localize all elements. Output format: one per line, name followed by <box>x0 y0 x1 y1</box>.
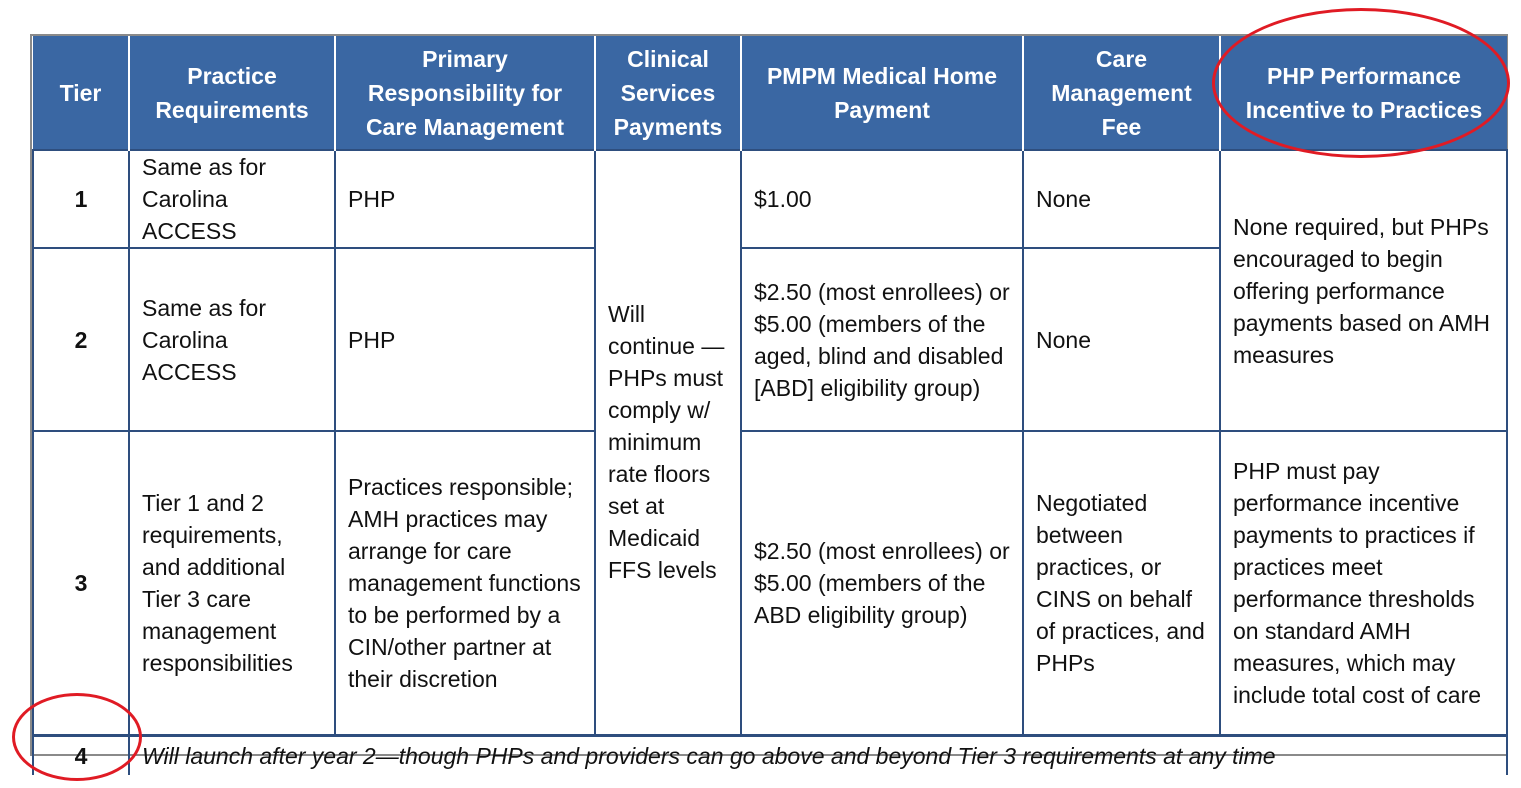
header-pmpm-payment: PMPM Medical Home Payment <box>740 36 1024 150</box>
tier-cell: 2 <box>32 247 130 432</box>
header-care-management-fee: Care Management Fee <box>1022 36 1221 150</box>
tier-table: Tier Practice Requirements Primary Respo… <box>32 36 1508 775</box>
pmpm-cell: $2.50 (most enrollees) or $5.00 (members… <box>740 430 1024 736</box>
responsibility-cell: PHP <box>334 149 596 249</box>
tier-cell: 1 <box>32 149 130 249</box>
table-row-tier-4: 4 Will launch after year 2—though PHPs a… <box>32 733 1508 775</box>
cm-fee-cell: Negotiated between practices, or CINS on… <box>1022 430 1221 736</box>
pmpm-cell: $1.00 <box>740 149 1024 249</box>
header-practice-requirements: Practice Requirements <box>128 36 336 150</box>
highlight-oval-incentive-header <box>1212 8 1510 158</box>
responsibility-cell: Practices responsible; AMH practices may… <box>334 430 596 736</box>
cm-fee-cell: None <box>1022 149 1221 249</box>
cm-fee-cell: None <box>1022 247 1221 432</box>
highlight-oval-tier-4 <box>12 693 142 781</box>
clinical-services-cell: Will continue —PHPs must comply w/ minim… <box>594 149 742 736</box>
header-primary-responsibility: Primary Responsibility for Care Manageme… <box>334 36 596 150</box>
practice-requirements-cell: Same as for Carolina ACCESS <box>128 149 336 249</box>
tier-cell: 3 <box>32 430 130 736</box>
incentive-cell-tiers-1-2: None required, but PHPs encouraged to be… <box>1219 149 1508 432</box>
header-clinical-services: Clinical Services Payments <box>594 36 742 150</box>
table-row-tier-1: 1 Same as for Carolina ACCESS PHP Will c… <box>32 149 1508 736</box>
responsibility-cell: PHP <box>334 247 596 432</box>
pmpm-cell: $2.50 (most enrollees) or $5.00 (members… <box>740 247 1024 432</box>
incentive-cell-tier-3: PHP must pay performance incentive payme… <box>1219 430 1508 736</box>
table-row-tier-2: 2 Same as for Carolina ACCESS PHP $2.50 … <box>32 247 1507 432</box>
practice-requirements-cell: Same as for Carolina ACCESS <box>128 247 336 432</box>
table-row-tier-3: 3 Tier 1 and 2 requirements, and additio… <box>32 430 1508 736</box>
tier-4-note: Will launch after year 2—though PHPs and… <box>128 733 1508 775</box>
header-tier: Tier <box>33 36 130 150</box>
practice-requirements-cell: Tier 1 and 2 requirements, and additiona… <box>128 430 336 736</box>
